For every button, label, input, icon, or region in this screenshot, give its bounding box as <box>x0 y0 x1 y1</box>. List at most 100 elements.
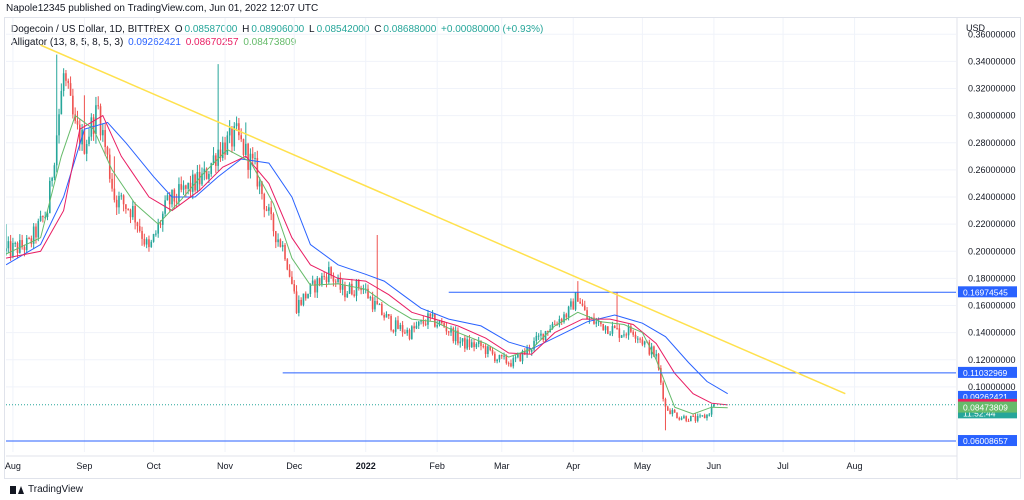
candle-body <box>302 293 305 305</box>
candle-body <box>533 340 535 350</box>
candle-body <box>427 313 429 325</box>
candle-body <box>690 415 692 422</box>
candle-body <box>39 216 42 221</box>
candle-body <box>634 334 637 339</box>
candle-body <box>191 174 194 192</box>
candle-body <box>155 233 157 235</box>
candle-body <box>65 73 67 81</box>
close-value: 0.08688000 <box>383 24 437 35</box>
publish-line: Napole12345 published on TradingView.com… <box>6 3 319 14</box>
candle-body <box>484 346 487 355</box>
tradingview-brand: TradingView <box>28 484 84 495</box>
candle-body <box>120 195 123 197</box>
candle-body <box>341 285 344 290</box>
candle-body <box>152 234 155 242</box>
close-label: C <box>374 24 382 35</box>
change-value: +0.00080000 (+0.93%) <box>441 24 544 35</box>
candle-body <box>268 207 270 211</box>
candle-body <box>173 189 176 202</box>
symbol-legend: Dogecoin / US Dollar, 1D, BITTREX O 0.085… <box>11 24 545 35</box>
price-badge <box>958 366 1017 378</box>
candle-body <box>256 157 259 187</box>
candle-body <box>274 231 277 243</box>
y-tick-label: 0.34000000 <box>968 56 1016 66</box>
candle-body <box>570 301 572 307</box>
candle-body <box>187 182 189 189</box>
plot-area <box>6 44 956 442</box>
candle-body <box>611 326 614 334</box>
candle-body <box>687 420 690 422</box>
candle-body <box>298 299 300 313</box>
candle-body <box>480 341 482 346</box>
candle-body <box>244 143 247 155</box>
candle-body <box>577 292 579 302</box>
candle-body <box>16 242 19 254</box>
y-tick-label: 0.20000000 <box>968 246 1016 256</box>
candle-body <box>228 127 231 136</box>
y-tick-label: 0.32000000 <box>968 84 1016 94</box>
y-tick-label: 0.14000000 <box>968 328 1016 338</box>
candle-body <box>307 293 309 299</box>
candle-body <box>616 327 618 329</box>
candle-body <box>122 195 125 205</box>
candle-body <box>378 304 381 306</box>
candle-body <box>498 354 501 360</box>
candle-body <box>620 335 623 338</box>
candle-body <box>332 275 335 282</box>
candle-body <box>279 239 282 247</box>
candle-body <box>240 135 243 140</box>
candle-body <box>247 143 249 170</box>
x-tick-label: Mar <box>494 461 510 471</box>
candle-body <box>673 409 676 413</box>
candle-body <box>452 328 455 342</box>
candle-body <box>406 329 409 334</box>
candle-body <box>701 415 704 417</box>
candle-body <box>88 136 90 145</box>
y-tick-label: 0.16000000 <box>968 301 1016 311</box>
candle-body <box>62 73 65 91</box>
price-badge <box>958 435 1017 447</box>
candle-body <box>459 341 462 344</box>
candle-body <box>657 353 660 369</box>
price-badge-label: 0.09262421 <box>963 392 1008 402</box>
x-tick-label: Oct <box>147 461 162 471</box>
candle-body <box>438 321 441 326</box>
candle-body <box>14 242 17 244</box>
candle-body <box>328 267 330 283</box>
candle-body <box>205 168 208 179</box>
candle-body <box>321 275 323 285</box>
candle-body <box>6 248 7 252</box>
indicator-name[interactable]: Alligator (13, 8, 5, 8, 5, 3) <box>11 37 124 48</box>
candle-body <box>560 319 563 323</box>
candle-body <box>505 355 508 364</box>
candle-body <box>362 288 365 291</box>
candle-body <box>602 323 605 331</box>
candle-body <box>242 139 245 155</box>
candle-body <box>371 297 374 310</box>
high-value: 0.08906000 <box>251 24 305 35</box>
symbol-name[interactable]: Dogecoin / US Dollar, 1D, BITTREX <box>11 24 170 35</box>
candle-body <box>53 165 56 178</box>
candle-body <box>390 315 392 330</box>
candle-body <box>309 283 312 294</box>
candle-body <box>233 126 236 147</box>
candle-body <box>392 329 395 332</box>
candle-body <box>376 300 379 305</box>
candle-body <box>417 321 420 326</box>
candle-body <box>618 328 621 338</box>
trend-line <box>40 44 846 395</box>
candle-body <box>168 195 171 205</box>
candle-body <box>703 415 706 419</box>
x-tick-label: Aug <box>847 461 863 471</box>
candle-body <box>593 317 595 324</box>
candle-body <box>226 135 229 155</box>
candle-body <box>314 280 316 293</box>
candle-body <box>180 184 183 190</box>
candle-body <box>510 363 512 367</box>
candle-body <box>422 320 425 324</box>
candle-body <box>655 353 658 357</box>
candle-body <box>178 184 180 202</box>
y-tick-label: 0.22000000 <box>968 219 1016 229</box>
candle-body <box>710 406 713 415</box>
